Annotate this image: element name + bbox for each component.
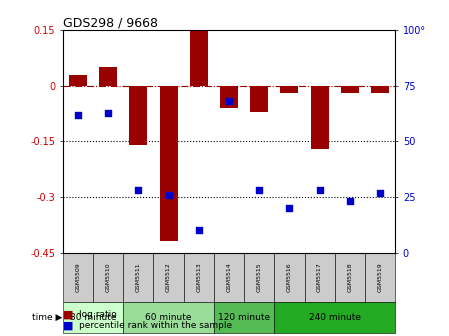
Bar — [365, 253, 395, 301]
Text: 240 minute: 240 minute — [309, 312, 361, 322]
Bar — [63, 253, 93, 301]
Point — [346, 199, 353, 204]
Text: GSM5519: GSM5519 — [378, 262, 383, 292]
Bar — [93, 253, 123, 301]
Text: GDS298 / 9668: GDS298 / 9668 — [63, 16, 158, 29]
Bar — [341, 86, 359, 93]
Bar — [250, 86, 268, 112]
Text: percentile rank within the sample: percentile rank within the sample — [79, 321, 232, 330]
Bar — [335, 253, 365, 301]
Point — [255, 187, 263, 193]
Bar — [123, 301, 214, 333]
Bar — [63, 301, 123, 333]
Text: GSM5517: GSM5517 — [317, 262, 322, 292]
Bar — [274, 301, 395, 333]
Text: GSM5514: GSM5514 — [226, 262, 232, 292]
Text: GSM5518: GSM5518 — [348, 262, 352, 292]
Bar — [154, 253, 184, 301]
Bar — [244, 253, 274, 301]
Text: GSM5513: GSM5513 — [196, 262, 201, 292]
Point — [286, 205, 293, 211]
Text: GSM5510: GSM5510 — [106, 262, 110, 292]
Text: time ▶: time ▶ — [32, 312, 63, 322]
Text: ■: ■ — [63, 309, 73, 319]
Text: GSM5516: GSM5516 — [287, 262, 292, 292]
Bar — [184, 253, 214, 301]
Point — [135, 187, 142, 193]
Bar — [69, 75, 87, 86]
Bar — [220, 86, 238, 108]
Bar — [274, 253, 304, 301]
Bar — [311, 86, 329, 149]
Point — [105, 110, 112, 115]
Bar — [129, 86, 147, 145]
Bar — [280, 86, 299, 93]
Bar — [190, 30, 208, 86]
Point — [195, 228, 202, 233]
Text: GSM5509: GSM5509 — [75, 262, 80, 292]
Text: 30 minute: 30 minute — [70, 312, 116, 322]
Point — [75, 112, 82, 117]
Point — [316, 187, 323, 193]
Bar — [304, 253, 335, 301]
Text: GSM5515: GSM5515 — [257, 262, 262, 292]
Point — [376, 190, 383, 195]
Text: 120 minute: 120 minute — [218, 312, 270, 322]
Text: GSM5512: GSM5512 — [166, 262, 171, 292]
Text: GSM5511: GSM5511 — [136, 262, 141, 292]
Bar — [159, 86, 178, 242]
Bar — [371, 86, 389, 93]
Bar — [99, 67, 117, 86]
Bar — [123, 253, 154, 301]
Text: ■: ■ — [63, 320, 73, 330]
Bar — [214, 253, 244, 301]
Point — [165, 192, 172, 198]
Point — [225, 99, 233, 104]
Text: 60 minute: 60 minute — [145, 312, 192, 322]
Bar — [214, 301, 274, 333]
Text: log ratio: log ratio — [79, 310, 116, 319]
